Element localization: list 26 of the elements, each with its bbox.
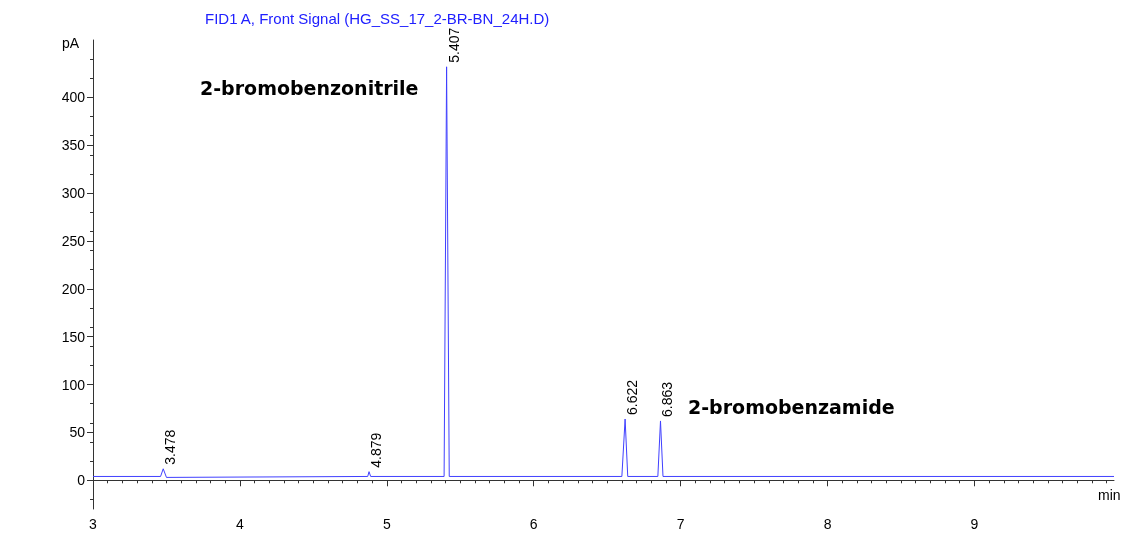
y-tick-label: 350 (61, 137, 86, 154)
y-tick-label: 150 (61, 328, 86, 345)
x-tick-label: 4 (236, 516, 245, 532)
annotation: 3.478 (162, 429, 179, 465)
annotation: 5.407 (445, 27, 462, 63)
x-tick-label: 9 (970, 516, 979, 532)
y-tick-label: 0 (77, 472, 86, 489)
annotation: 6.863 (659, 381, 676, 417)
y-tick-label: 50 (69, 424, 86, 441)
y-tick-label: 300 (61, 185, 86, 202)
x-axis-title: min (1098, 487, 1121, 504)
y-tick-label: 400 (61, 89, 86, 106)
chart-title: FID1 A, Front Signal (HG_SS_17_2-BR-BN_24H.D) (205, 10, 550, 27)
annotation: 2-bromobenzamide (688, 395, 895, 418)
x-tick-label: 8 (823, 516, 832, 532)
y-axis-title: pA (61, 35, 80, 51)
y-tick-label: 100 (61, 376, 86, 393)
annotation: 2-bromobenzonitrile (200, 76, 419, 99)
x-tick-label: 5 (382, 516, 391, 532)
annotation: 6.622 (624, 379, 641, 416)
x-tick-label: 3 (89, 516, 98, 532)
y-tick-label: 200 (61, 280, 86, 297)
y-tick-label: 250 (61, 233, 86, 249)
x-tick-label: 7 (676, 516, 685, 532)
x-tick-label: 6 (529, 516, 538, 532)
annotation: 4.879 (368, 432, 385, 468)
